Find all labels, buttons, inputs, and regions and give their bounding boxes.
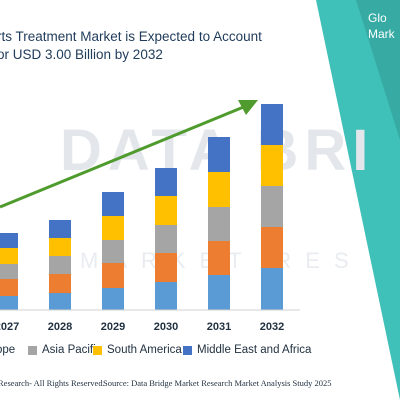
- bar-2027-segment-1: [0, 296, 18, 310]
- x-tick-label-2030: 2030: [154, 321, 178, 333]
- bar-2028-segment-1: [49, 293, 71, 310]
- side-panel-shape-dark: [356, 0, 400, 140]
- legend-label: Asia Pacific: [42, 344, 102, 356]
- bar-2030-segment-1: [155, 282, 177, 310]
- side-panel-line2: Mark: [368, 27, 395, 41]
- footer-source: Source: Data Bridge Market Research Mark…: [103, 378, 332, 388]
- bar-2032-segment-2: [261, 227, 283, 268]
- trend-arrow-shaft: [0, 104, 247, 209]
- bar-2032-segment-1: [261, 268, 283, 310]
- chart-title-line2: or USD 3.00 Billion by 2032: [0, 47, 163, 62]
- side-panel-line1: Glo: [368, 11, 387, 25]
- bar-2032-segment-4: [261, 145, 283, 186]
- bar-2031-segment-1: [208, 275, 230, 310]
- bar-2027-segment-3: [0, 264, 18, 279]
- chart-title: rts Treatment Market is Expected to Acco…: [0, 28, 300, 64]
- bar-2031-segment-4: [208, 172, 230, 207]
- side-panel-shape: [316, 0, 400, 400]
- legend-swatch: [28, 345, 37, 355]
- bar-2028-segment-5: [49, 220, 71, 238]
- legend-item-2: Asia Pacific: [28, 344, 101, 356]
- trend-arrow: [0, 100, 258, 209]
- bar-2030-segment-4: [155, 196, 177, 225]
- legend-item-4: Middle East and Africa: [183, 344, 311, 356]
- legend-swatch: [93, 345, 102, 355]
- bar-2031-segment-2: [208, 241, 230, 275]
- chart-title-line1: rts Treatment Market is Expected to Acco…: [0, 29, 262, 44]
- x-tick-label-2032: 2032: [260, 321, 284, 333]
- x-tick-label-2028: 2028: [48, 321, 72, 333]
- legend-label: South America: [107, 344, 182, 356]
- side-panel-text: Glo Mark: [368, 10, 395, 42]
- footer-left: Research- All Rights Reserved.: [0, 378, 105, 388]
- bar-2029-segment-4: [102, 216, 124, 240]
- legend-swatch: [183, 345, 192, 355]
- x-axis-tick-labels: 2027 2028 2029 2030 2031 2032: [0, 321, 284, 333]
- bar-2027-segment-2: [0, 279, 18, 296]
- bar-stacks: [0, 104, 283, 310]
- bar-2030-segment-5: [155, 168, 177, 196]
- bar-2027-segment-5: [0, 233, 18, 248]
- legend-item-1: ope: [0, 344, 15, 356]
- legend-item-3: South America: [93, 344, 182, 356]
- trend-arrow-head: [238, 100, 258, 115]
- bar-2028-segment-2: [49, 274, 71, 293]
- legend-label: Middle East and Africa: [197, 344, 312, 356]
- bar-2029-segment-5: [102, 192, 124, 216]
- x-tick-label-2027: 2027: [0, 321, 19, 333]
- x-tick-label-2029: 2029: [101, 321, 125, 333]
- bar-2029-segment-1: [102, 288, 124, 310]
- x-tick-label-2031: 2031: [207, 321, 231, 333]
- bar-2032-segment-3: [261, 186, 283, 227]
- bar-2029-segment-2: [102, 263, 124, 288]
- side-panel: [316, 0, 400, 400]
- bar-2030-segment-2: [155, 253, 177, 282]
- bar-2029-segment-3: [102, 240, 124, 263]
- bar-2032-segment-5: [261, 104, 283, 145]
- bar-2031-segment-3: [208, 207, 230, 241]
- legend-label: ope: [0, 344, 16, 356]
- bar-2031-segment-5: [208, 137, 230, 172]
- bar-2027-segment-4: [0, 248, 18, 264]
- bar-2028-segment-3: [49, 256, 71, 274]
- bar-2028-segment-4: [49, 238, 71, 256]
- bar-2030-segment-3: [155, 225, 177, 253]
